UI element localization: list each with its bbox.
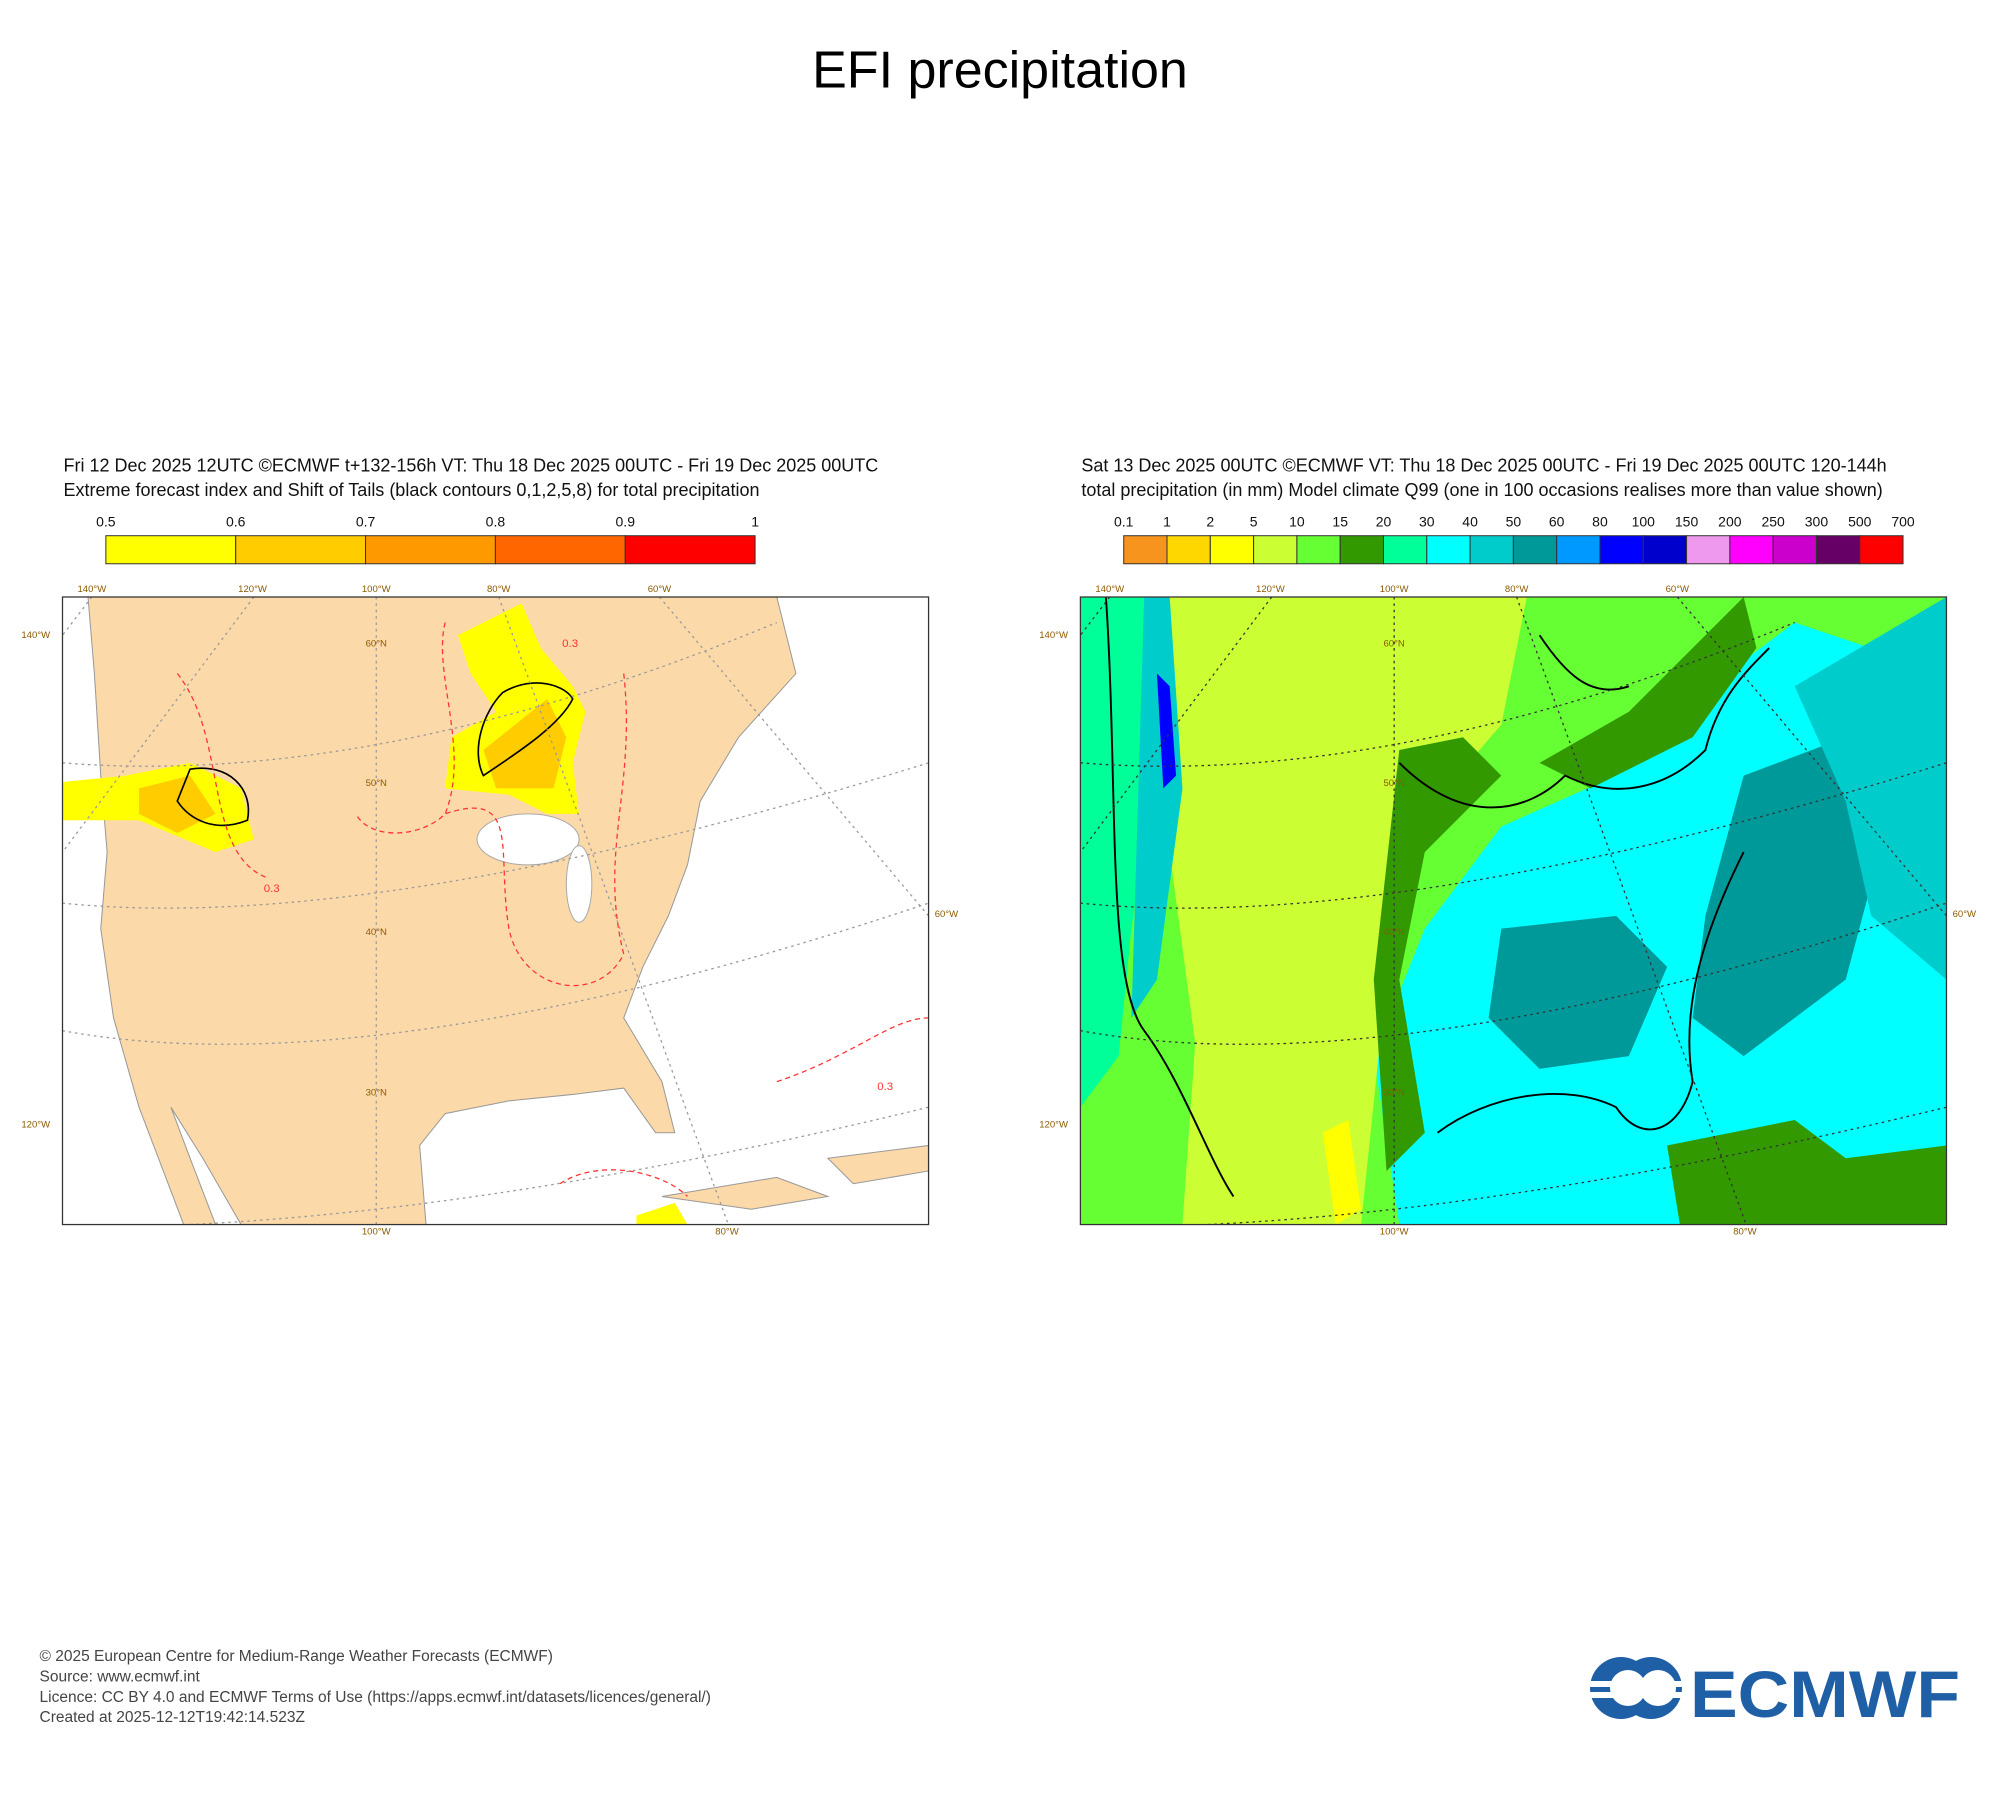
colorbar-label: 0.5 [96,514,116,530]
colorbar-label: 150 [1675,514,1699,530]
map-label: 30°N [366,1088,387,1099]
colorbar-label: 1 [751,514,759,530]
map-label: 120°W [1039,1120,1068,1131]
footer-line: Created at 2025-12-12T19:42:14.523Z [40,1709,305,1726]
map-label: 140°W [1095,584,1124,595]
map-label: 60°N [366,639,387,650]
footer-line: Source: www.ecmwf.int [40,1668,201,1685]
footer-line: Licence: CC BY 4.0 and ECMWF Terms of Us… [40,1689,711,1706]
map-label: 60°W [1666,584,1689,595]
colorbar-label: 40 [1462,514,1478,530]
colorbar-label: 50 [1506,514,1522,530]
map-label: 60°N [1384,639,1405,650]
map-label: 60°W [1953,909,1976,920]
colorbar-box [1209,535,1255,565]
footer: © 2025 European Centre for Medium-Range … [40,1648,711,1726]
map-label: 40°N [1384,927,1405,938]
colorbar-box [494,535,626,565]
colorbar-label: 80 [1592,514,1608,530]
map-label: 80°W [487,584,510,595]
colorbar-box [1599,535,1644,565]
contour-label: 0.3 [562,638,578,650]
colorbar-box [1123,535,1168,565]
colorbar-label: 0.7 [356,514,376,530]
colorbar-label: 500 [1848,514,1872,530]
colorbar-label: 0.9 [616,514,636,530]
map-label: 40°N [366,927,387,938]
footer-line: © 2025 European Centre for Medium-Range … [40,1648,553,1665]
map-label: 60°W [648,584,671,595]
colorbar-box [1642,535,1688,565]
efi-map: 140°W 120°W 100°W 80°W 60°W 140°W 120°W 60°W 100… [21,584,958,1238]
colorbar-label: 30 [1419,514,1435,530]
colorbar-box [1166,535,1211,565]
colorbar-box [1729,535,1774,565]
colorbar-box [1339,535,1384,565]
colorbar-box [1469,535,1514,565]
panel-header: total precipitation (in mm) Model climat… [1081,480,1882,500]
colorbar-box [365,535,496,565]
panel-header: Sat 13 Dec 2025 00UTC ©ECMWF VT: Thu 18 … [1081,456,1886,476]
colorbar-box [235,535,367,565]
map-label: 140°W [77,584,106,595]
contour-label: 0.3 [877,1081,893,1093]
colorbar-label: 700 [1891,514,1915,530]
colorbar-box [1512,535,1558,565]
logo-text: ECMWF [1690,1657,1960,1731]
map-label: 120°W [1256,584,1285,595]
colorbar-label: 60 [1549,514,1565,530]
logo: ECMWF [1590,1657,1960,1731]
map-label: 100°W [362,584,391,595]
colorbar-label: 300 [1805,514,1829,530]
panel-header: Fri 12 Dec 2025 12UTC ©ECMWF t+132-156h … [63,456,878,476]
map-label: 80°W [1505,584,1528,595]
colorbar-label: 20 [1376,514,1392,530]
colorbar-label: 0.1 [1114,514,1134,530]
colorbar-label: 1 [1163,514,1171,530]
map-label: 100°W [362,1227,391,1238]
colorbar-box [1772,535,1817,565]
colorbar-box [1253,535,1298,565]
map-label: 140°W [1039,630,1068,641]
map-label: 100°W [1380,584,1409,595]
colorbar-box [1426,535,1471,565]
map-label: 80°W [715,1227,738,1238]
map-label: 120°W [21,1120,50,1131]
colorbar-label: 15 [1332,514,1348,530]
colorbar-box [1859,535,1904,565]
map-label: 50°N [1384,778,1405,789]
colorbar-label: 5 [1250,514,1258,530]
precip-map: 140°W 120°W 100°W 80°W 60°W 140°W 120°W 60°W 100… [1039,584,1976,1238]
colorbar-box [1556,535,1601,565]
colorbar-box [1686,535,1731,565]
contour-label: 0.3 [264,883,280,895]
colorbar-box [624,535,756,565]
map-label: 100°W [1380,1227,1409,1238]
colorbar-label: 100 [1632,514,1656,530]
colorbar-box [1296,535,1341,565]
map-label: 120°W [238,584,267,595]
map-label: 60°W [935,909,958,920]
map-label: 30°N [1384,1088,1405,1099]
map-label: 80°W [1733,1227,1756,1238]
colorbar-label: 200 [1718,514,1742,530]
colorbar-box [1382,535,1428,565]
colorbar-label: 0.6 [226,514,246,530]
map-label: 140°W [21,630,50,641]
panel-header: Extreme forecast index and Shift of Tail… [63,480,759,500]
colorbar-label: 10 [1289,514,1305,530]
page-title: EFI precipitation [812,42,1188,100]
colorbar-label: 250 [1761,514,1785,530]
colorbar-label: 2 [1206,514,1214,530]
colorbar-box [105,535,237,565]
colorbar-label: 0.8 [486,514,506,530]
colorbar-box [1815,535,1861,565]
map-label: 50°N [366,778,387,789]
